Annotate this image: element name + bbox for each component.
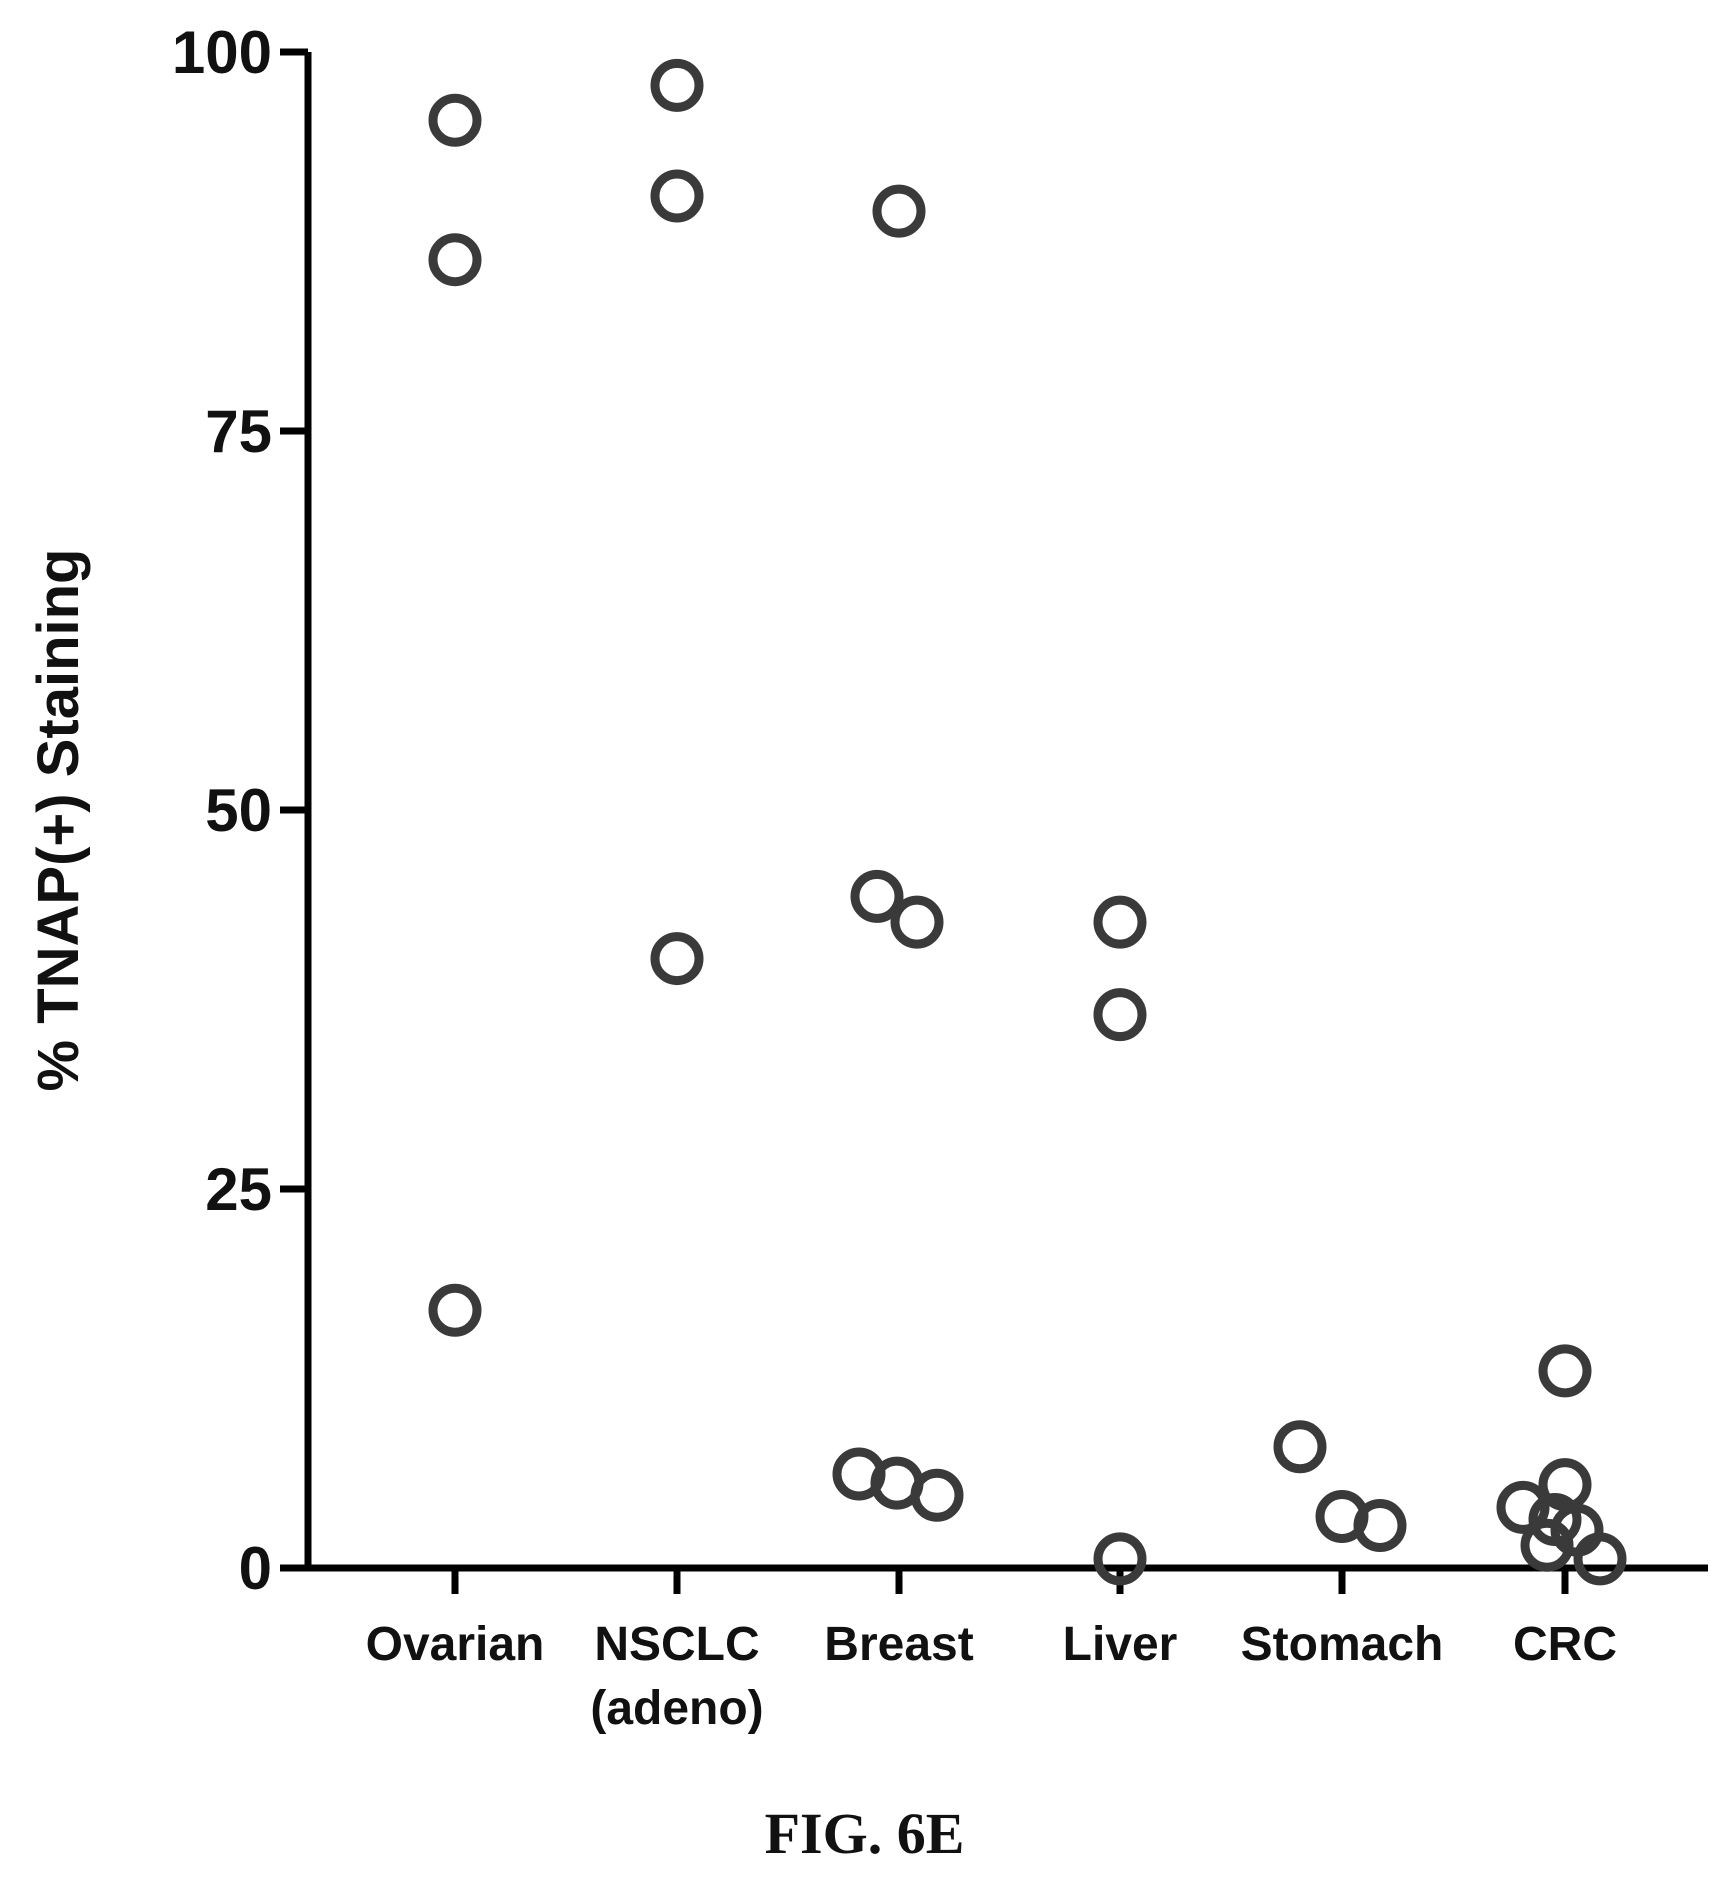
y-tick-label: 25: [205, 1156, 272, 1223]
data-point: [1093, 895, 1147, 949]
data-point: [428, 1283, 482, 1337]
data-point: [650, 932, 704, 986]
data-points: [428, 58, 1627, 1586]
data-point: [1538, 1344, 1592, 1398]
x-category-sublabel: (adeno): [590, 1682, 763, 1735]
data-point: [850, 869, 904, 923]
data-point: [1496, 1480, 1550, 1534]
y-tick-group: 0 25 50 75 100: [172, 19, 308, 1602]
data-point: [1520, 1518, 1574, 1572]
axes: [304, 52, 1708, 1572]
data-point: [1273, 1420, 1327, 1474]
x-category-label: Stomach: [1241, 1618, 1444, 1671]
x-category-label: NSCLC: [594, 1618, 759, 1671]
x-category-label: Breast: [824, 1618, 973, 1671]
data-point: [872, 184, 926, 238]
data-point: [1093, 1532, 1147, 1586]
y-tick-label: 100: [172, 19, 272, 86]
data-point: [1093, 988, 1147, 1042]
data-point: [890, 895, 944, 949]
y-axis-title: % TNAP(+) Staining: [26, 549, 91, 1092]
data-point: [1353, 1499, 1407, 1553]
data-point: [428, 233, 482, 287]
data-point: [650, 58, 704, 112]
y-tick-label: 0: [239, 1535, 272, 1602]
x-category-label: CRC: [1513, 1618, 1617, 1671]
figure-caption: FIG. 6E: [764, 1801, 965, 1866]
data-point: [1573, 1532, 1627, 1586]
x-tick-group: Ovarian NSCLC (adeno) Breast Liver Stomach CRC: [366, 1568, 1617, 1735]
data-point: [910, 1468, 964, 1522]
data-point: [428, 93, 482, 147]
x-category-label: Liver: [1063, 1618, 1178, 1671]
data-point: [650, 169, 704, 223]
y-tick-label: 50: [205, 777, 272, 844]
x-category-label: Ovarian: [366, 1618, 545, 1671]
y-tick-label: 75: [205, 398, 272, 465]
